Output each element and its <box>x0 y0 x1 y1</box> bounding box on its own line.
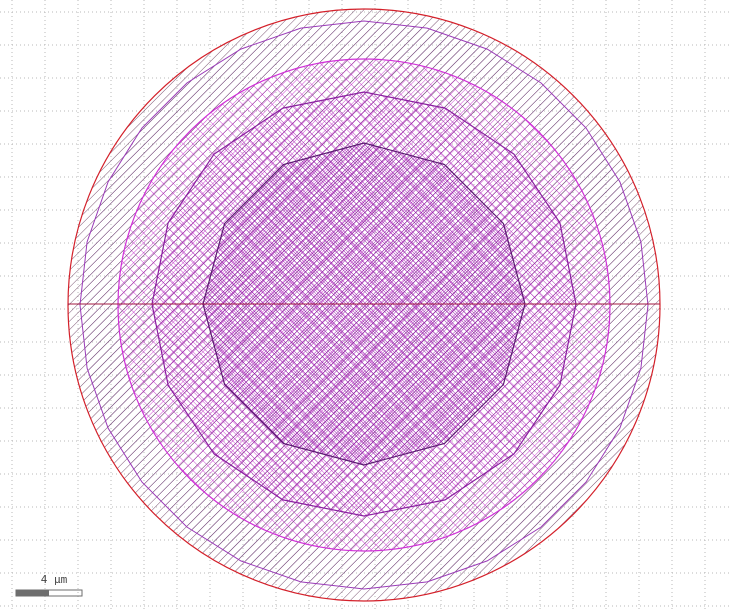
scale-bar: 4 µm <box>15 573 83 597</box>
scale-bar-outline <box>15 589 83 597</box>
scale-bar-label: 4 µm <box>41 573 68 586</box>
layout-shapes <box>67 8 661 602</box>
scale-bar-fill <box>16 590 49 596</box>
